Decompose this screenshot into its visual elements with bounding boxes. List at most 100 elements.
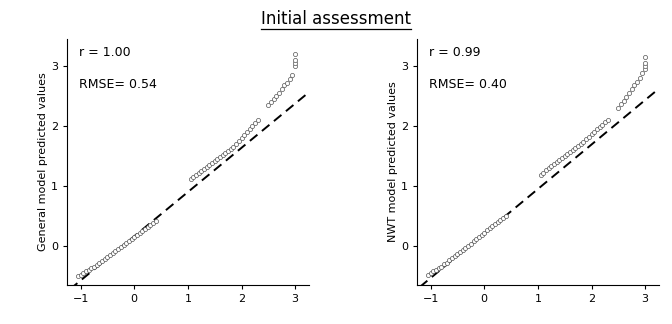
Point [126, 236, 137, 241]
Point [268, 96, 279, 101]
Point [290, 51, 300, 56]
Point [548, 162, 559, 167]
Point [458, 248, 468, 253]
Point [616, 102, 626, 107]
Point [586, 132, 597, 137]
Point [86, 266, 97, 271]
Point [624, 90, 634, 96]
Point [423, 272, 433, 277]
Point [81, 269, 91, 274]
Point [559, 153, 570, 158]
Point [121, 240, 132, 246]
Point [134, 230, 145, 236]
Point [640, 66, 650, 72]
Point [222, 149, 233, 154]
Point [89, 264, 99, 270]
Point [225, 146, 236, 151]
Point [556, 156, 567, 161]
Point [493, 219, 503, 225]
Point [573, 144, 583, 149]
Point [428, 269, 439, 274]
Y-axis label: NWT model predicted values: NWT model predicted values [388, 82, 398, 242]
Point [241, 129, 252, 134]
Point [554, 157, 564, 163]
Point [468, 239, 479, 244]
Point [570, 145, 581, 151]
Point [455, 249, 466, 255]
Point [279, 83, 290, 88]
Point [485, 226, 495, 231]
Point [148, 221, 159, 226]
Point [578, 139, 589, 144]
Point [129, 235, 140, 240]
Point [495, 217, 506, 222]
Point [591, 126, 602, 132]
Point [118, 242, 129, 248]
Point [220, 150, 230, 156]
Point [632, 79, 642, 84]
Point [263, 102, 274, 108]
Point [185, 176, 196, 181]
Point [575, 141, 586, 146]
Point [124, 239, 134, 244]
Point [99, 257, 110, 262]
Point [460, 246, 471, 251]
Point [97, 259, 108, 264]
Point [501, 214, 511, 219]
Point [634, 75, 645, 80]
Point [290, 60, 300, 65]
Point [287, 72, 298, 77]
Point [487, 224, 498, 229]
Point [199, 167, 210, 172]
Point [194, 170, 204, 175]
Point [482, 228, 493, 233]
Point [284, 76, 295, 82]
Point [640, 54, 650, 60]
Point [228, 145, 239, 150]
Point [479, 230, 490, 236]
Point [613, 105, 624, 110]
Point [188, 174, 199, 179]
Point [640, 60, 650, 65]
Point [212, 156, 222, 162]
Point [217, 152, 228, 157]
Point [637, 71, 648, 76]
Y-axis label: General model predicted values: General model predicted values [38, 73, 48, 251]
Point [207, 161, 218, 166]
Point [210, 158, 220, 163]
Point [439, 261, 450, 267]
Point [140, 227, 151, 232]
Point [202, 164, 212, 169]
Point [433, 266, 444, 271]
Point [290, 63, 300, 68]
Point [142, 224, 153, 229]
Point [78, 271, 89, 276]
Point [444, 258, 455, 263]
Point [265, 99, 276, 105]
Point [564, 150, 575, 155]
Point [276, 86, 287, 91]
Point [230, 141, 241, 146]
Point [233, 138, 244, 144]
Point [436, 264, 447, 269]
Point [474, 235, 485, 240]
Point [94, 260, 105, 265]
Point [113, 247, 124, 252]
Point [602, 117, 613, 122]
Text: r = 0.99: r = 0.99 [429, 46, 480, 59]
Point [581, 137, 591, 142]
Point [132, 233, 142, 238]
Text: RMSE= 0.54: RMSE= 0.54 [79, 78, 157, 91]
Point [247, 123, 257, 129]
Point [236, 135, 247, 141]
Point [599, 120, 610, 125]
Point [252, 117, 263, 122]
Point [540, 168, 551, 173]
Point [425, 271, 436, 276]
Point [594, 124, 605, 130]
Point [83, 268, 94, 273]
Text: r = 1.00: r = 1.00 [79, 46, 131, 59]
Point [597, 122, 607, 127]
Point [102, 254, 113, 260]
Text: Initial assessment: Initial assessment [261, 10, 411, 28]
